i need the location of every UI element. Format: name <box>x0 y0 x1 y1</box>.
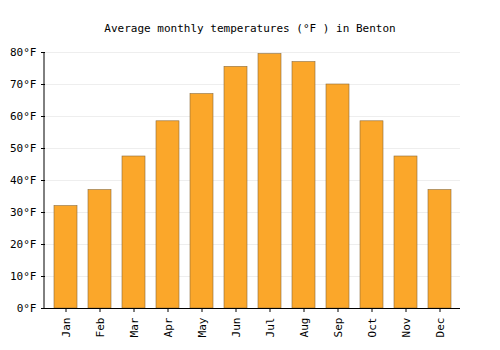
svg-text:Nov: Nov <box>400 317 413 337</box>
svg-text:20°F: 20°F <box>10 238 37 251</box>
svg-text:Jun: Jun <box>230 318 243 338</box>
svg-text:60°F: 60°F <box>10 110 37 123</box>
svg-text:Oct: Oct <box>366 318 379 338</box>
svg-text:Apr: Apr <box>162 317 175 337</box>
svg-text:Dec: Dec <box>434 318 447 338</box>
svg-text:10°F: 10°F <box>10 270 37 283</box>
svg-text:30°F: 30°F <box>10 206 37 219</box>
svg-text:Mar: Mar <box>128 317 141 337</box>
svg-text:Aug: Aug <box>298 318 311 338</box>
svg-text:Sep: Sep <box>332 318 345 338</box>
svg-text:Feb: Feb <box>94 318 107 338</box>
svg-text:Jan: Jan <box>60 318 73 338</box>
svg-text:70°F: 70°F <box>10 78 37 91</box>
svg-text:50°F: 50°F <box>10 142 37 155</box>
svg-text:40°F: 40°F <box>10 174 37 187</box>
svg-text:80°F: 80°F <box>10 46 37 59</box>
svg-text:0°F: 0°F <box>17 302 37 315</box>
html-text:Average monthly temperatures (: Average monthly temperatures (°F ) in Be… <box>104 22 396 35</box>
svg-text:May: May <box>196 317 209 337</box>
svg-text:Jul: Jul <box>264 318 277 338</box>
